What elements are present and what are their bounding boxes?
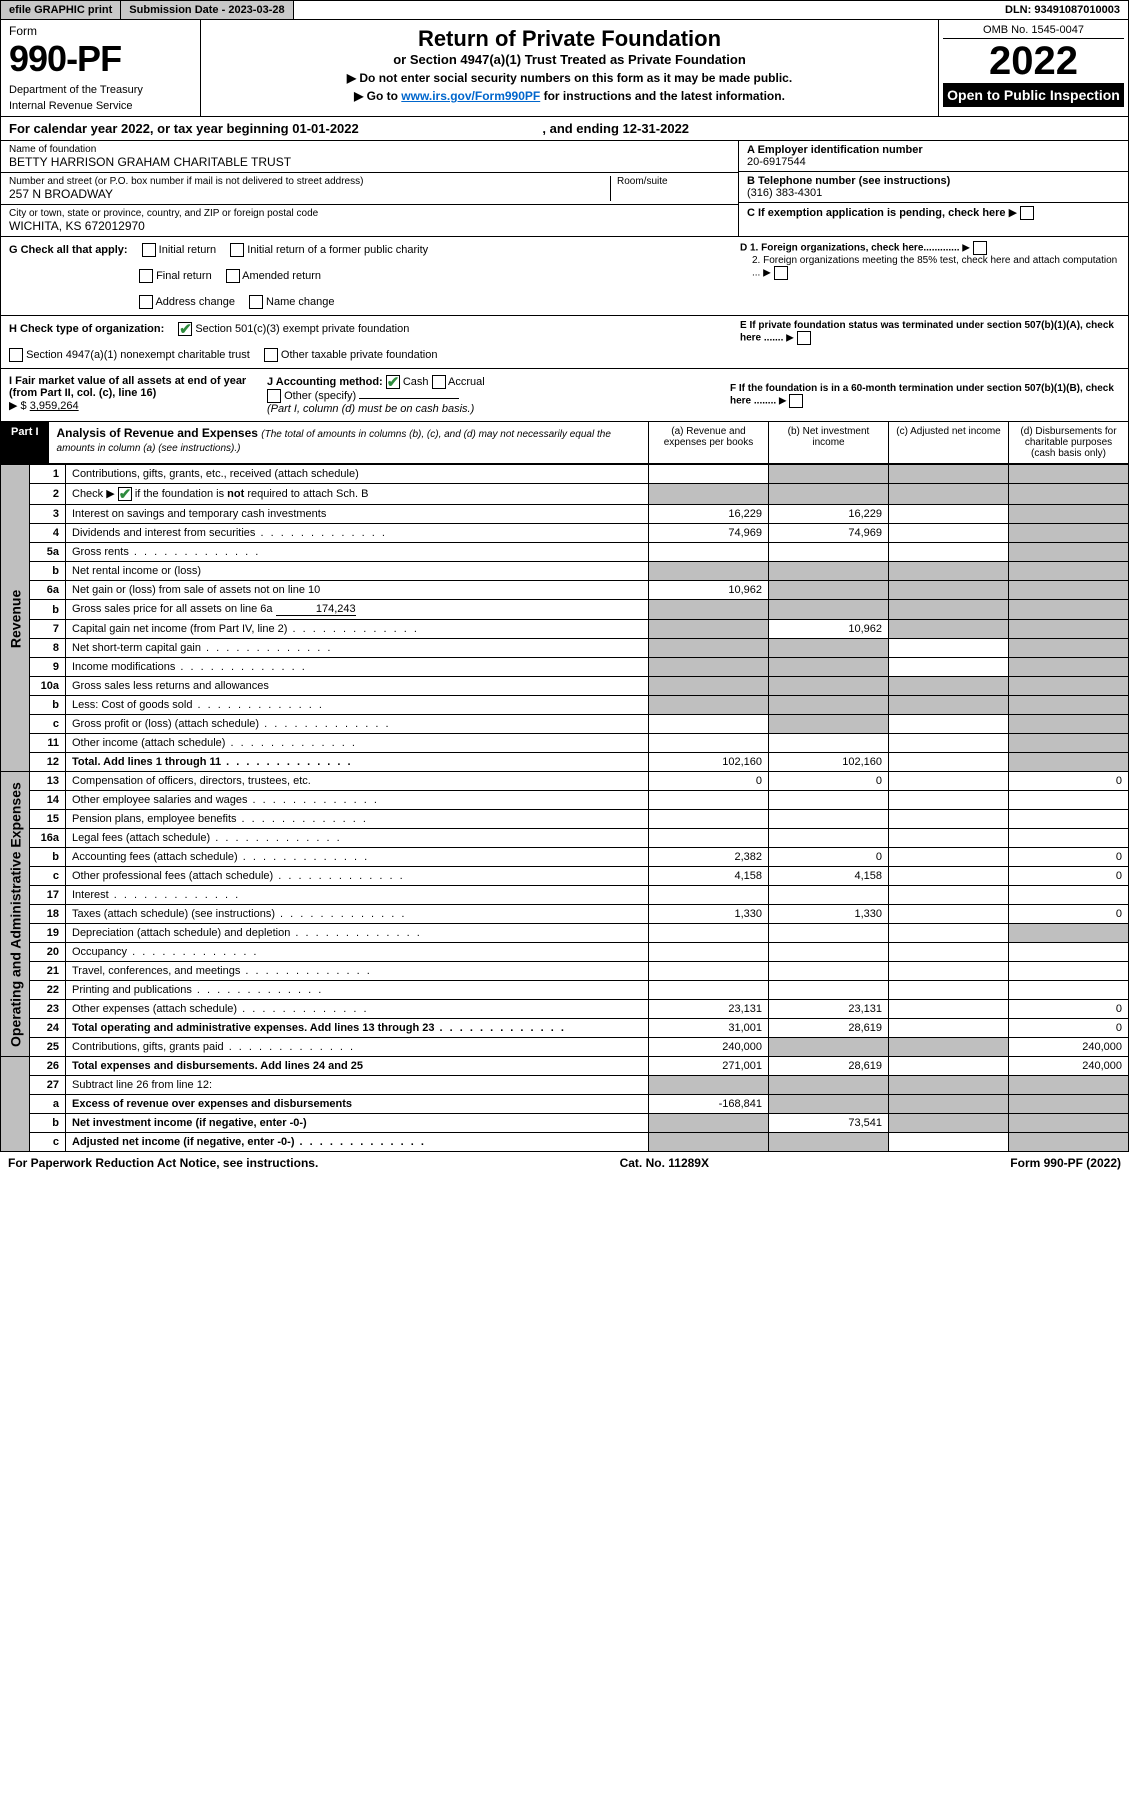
c-cell: C If exemption application is pending, c… (739, 203, 1128, 223)
j-other[interactable] (267, 389, 281, 403)
form-label: Form (9, 24, 192, 38)
instr-link[interactable]: www.irs.gov/Form990PF (401, 89, 540, 103)
revenue-side: Revenue (1, 465, 30, 772)
calendar-year-row: For calendar year 2022, or tax year begi… (0, 117, 1129, 141)
footer-right: Form 990-PF (2022) (1010, 1156, 1121, 1170)
g-initial-former[interactable] (230, 243, 244, 257)
addr-cell: Number and street (or P.O. box number if… (1, 173, 738, 205)
ein-cell: A Employer identification number 20-6917… (739, 141, 1128, 172)
footer: For Paperwork Reduction Act Notice, see … (0, 1152, 1129, 1174)
c-checkbox[interactable] (1020, 206, 1034, 220)
h-501c3[interactable] (178, 322, 192, 336)
g-address[interactable] (139, 295, 153, 309)
h-row: H Check type of organization: Section 50… (0, 316, 1129, 369)
submission-date: Submission Date - 2023-03-28 (121, 1, 293, 19)
city-cell: City or town, state or province, country… (1, 205, 738, 236)
d1-checkbox[interactable] (973, 241, 987, 255)
irs: Internal Revenue Service (9, 100, 192, 112)
g-final[interactable] (139, 269, 153, 283)
dept: Department of the Treasury (9, 84, 192, 96)
g-name[interactable] (249, 295, 263, 309)
year: 2022 (943, 39, 1124, 83)
open-public: Open to Public Inspection (943, 83, 1124, 107)
ij-row: I Fair market value of all assets at end… (0, 369, 1129, 422)
g-amended[interactable] (226, 269, 240, 283)
form-id-box: Form 990-PF Department of the Treasury I… (1, 20, 201, 116)
footer-left: For Paperwork Reduction Act Notice, see … (8, 1156, 318, 1170)
phone-cell: B Telephone number (see instructions) (3… (739, 172, 1128, 203)
efile-label: efile GRAPHIC print (1, 1, 121, 19)
year-box: OMB No. 1545-0047 2022 Open to Public In… (938, 20, 1128, 116)
j-cash[interactable] (386, 375, 400, 389)
h-4947[interactable] (9, 348, 23, 362)
col-b: (b) Net investment income (768, 422, 888, 463)
title: Return of Private Foundation (213, 26, 926, 52)
fmv-value: 3,959,264 (30, 400, 79, 412)
foundation-info: Name of foundation BETTY HARRISON GRAHAM… (0, 141, 1129, 237)
footer-mid: Cat. No. 11289X (620, 1156, 709, 1170)
part1-header: Part I Analysis of Revenue and Expenses … (0, 422, 1129, 464)
form-number: 990-PF (9, 38, 192, 80)
expenses-side: Operating and Administrative Expenses (1, 772, 30, 1057)
form-header: Form 990-PF Department of the Treasury I… (0, 20, 1129, 117)
j-accrual[interactable] (432, 375, 446, 389)
dln: DLN: 93491087010003 (997, 1, 1128, 19)
instr2: ▶ Go to www.irs.gov/Form990PF for instru… (213, 89, 926, 103)
e-checkbox[interactable] (797, 331, 811, 345)
line2-checkbox[interactable] (118, 487, 132, 501)
top-bar: efile GRAPHIC print Submission Date - 20… (0, 0, 1129, 20)
g-initial[interactable] (142, 243, 156, 257)
d2-checkbox[interactable] (774, 266, 788, 280)
omb: OMB No. 1545-0047 (943, 24, 1124, 39)
part1-label: Part I (1, 422, 49, 463)
form-title-box: Return of Private Foundation or Section … (201, 20, 938, 116)
h-other-tax[interactable] (264, 348, 278, 362)
col-d: (d) Disbursements for charitable purpose… (1008, 422, 1128, 463)
col-a: (a) Revenue and expenses per books (648, 422, 768, 463)
name-cell: Name of foundation BETTY HARRISON GRAHAM… (1, 141, 738, 173)
instr1: ▶ Do not enter social security numbers o… (213, 71, 926, 85)
f-checkbox[interactable] (789, 394, 803, 408)
subtitle: or Section 4947(a)(1) Trust Treated as P… (213, 52, 926, 67)
col-c: (c) Adjusted net income (888, 422, 1008, 463)
part1-table: Revenue 1Contributions, gifts, grants, e… (0, 464, 1129, 1152)
g-row: G Check all that apply: Initial return I… (0, 237, 1129, 316)
